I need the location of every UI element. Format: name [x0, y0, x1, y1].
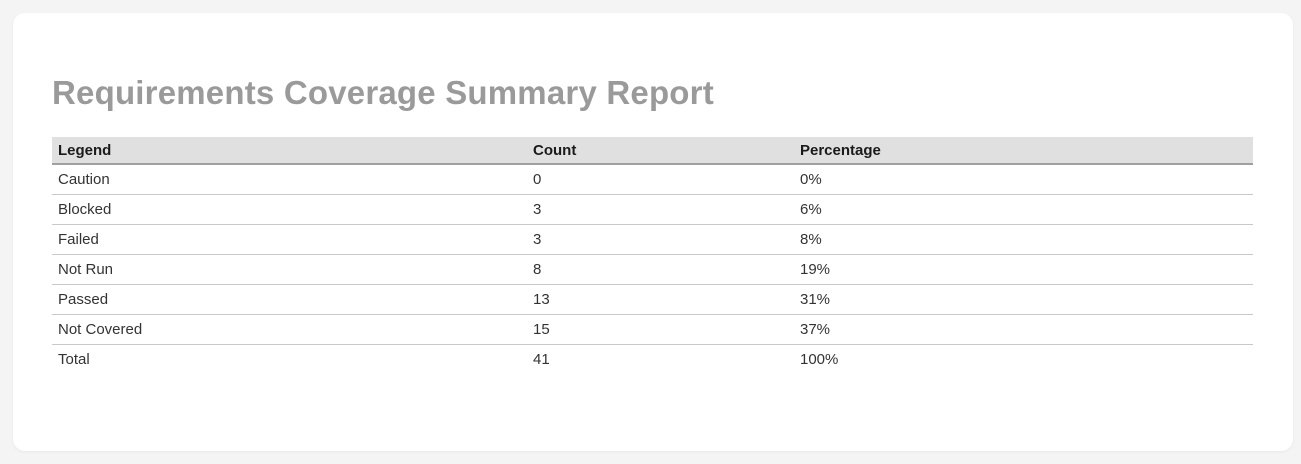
cell-legend: Total [52, 344, 527, 374]
cell-legend: Caution [52, 164, 527, 195]
table-row: Caution 0 0% [52, 164, 1253, 195]
cell-legend: Not Run [52, 254, 527, 285]
table-header-row: Legend Count Percentage [52, 137, 1253, 165]
cell-percentage: 8% [794, 224, 1253, 255]
column-header-percentage: Percentage [794, 137, 1253, 165]
coverage-summary-table: Legend Count Percentage Caution 0 0% Blo… [52, 137, 1253, 374]
cell-percentage: 31% [794, 284, 1253, 315]
cell-count: 0 [527, 164, 794, 195]
column-header-count: Count [527, 137, 794, 165]
cell-legend: Not Covered [52, 314, 527, 345]
cell-count: 8 [527, 254, 794, 285]
page-title: Requirements Coverage Summary Report [52, 74, 714, 111]
cell-percentage: 19% [794, 254, 1253, 285]
table-row: Not Run 8 19% [52, 254, 1253, 285]
cell-count: 41 [527, 344, 794, 374]
cell-percentage: 6% [794, 194, 1253, 225]
cell-count: 3 [527, 224, 794, 255]
cell-count: 13 [527, 284, 794, 315]
cell-count: 3 [527, 194, 794, 225]
cell-legend: Failed [52, 224, 527, 255]
cell-percentage: 0% [794, 164, 1253, 195]
table-row: Failed 3 8% [52, 224, 1253, 255]
cell-legend: Passed [52, 284, 527, 315]
table-row: Not Covered 15 37% [52, 314, 1253, 345]
table-row-total: Total 41 100% [52, 344, 1253, 374]
cell-percentage: 100% [794, 344, 1253, 374]
cell-count: 15 [527, 314, 794, 345]
cell-percentage: 37% [794, 314, 1253, 345]
table-row: Passed 13 31% [52, 284, 1253, 315]
cell-legend: Blocked [52, 194, 527, 225]
column-header-legend: Legend [52, 137, 527, 165]
table-row: Blocked 3 6% [52, 194, 1253, 225]
report-card: Requirements Coverage Summary Report Leg… [13, 13, 1293, 451]
